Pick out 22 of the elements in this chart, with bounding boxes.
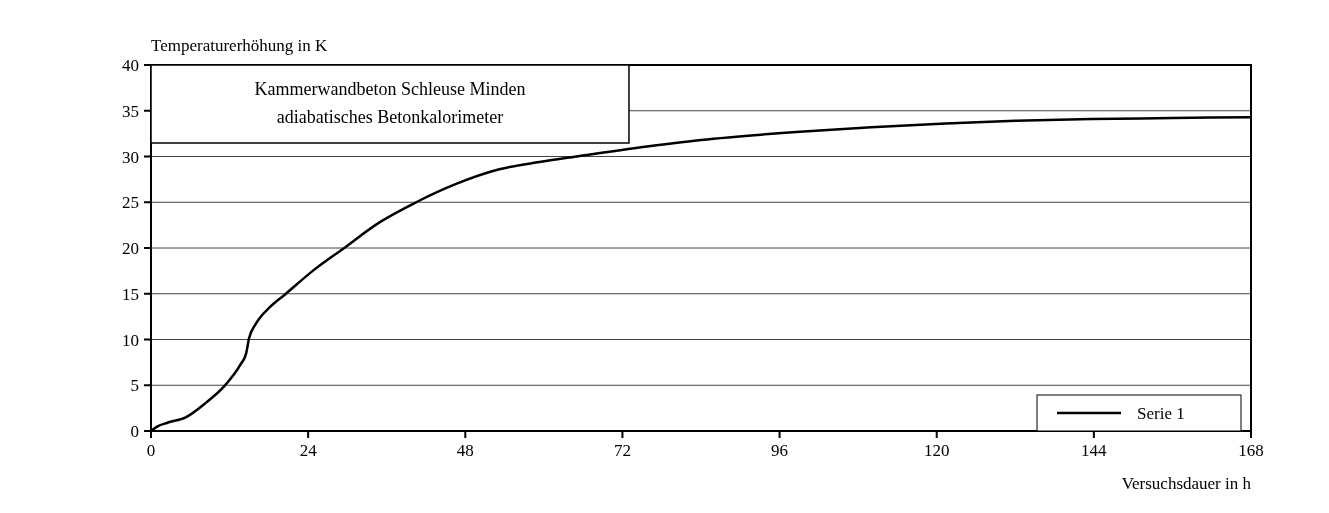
x-tick-label: 168 — [1238, 441, 1264, 460]
x-tick-label: 24 — [299, 441, 318, 460]
text: Kammerwandbeton Schleuse Minden — [254, 79, 526, 99]
x-tick-label: 96 — [771, 441, 789, 460]
x-axis-title: Versuchsdauer in h — [1121, 474, 1252, 493]
y-tick-label: 15 — [122, 284, 139, 304]
y-axis-title: Temperaturerhöhung in K — [151, 36, 329, 55]
text: adiabatisches Betonkalorimeter — [276, 107, 504, 127]
y-tick-label: 30 — [122, 147, 139, 167]
x-tick-label: 0 — [146, 441, 156, 460]
x-tick-label: 120 — [923, 441, 950, 460]
x-tick-label: 144 — [1081, 441, 1108, 460]
y-tick-label: 20 — [122, 239, 139, 258]
y-tick-label: 10 — [122, 330, 139, 350]
y-tick-label: 35 — [122, 101, 139, 121]
x-tick-label: 48 — [456, 441, 474, 460]
legend-label: Serie 1 — [1137, 404, 1185, 423]
y-tick-label: 0 — [130, 422, 139, 441]
x-tick-label: 72 — [613, 441, 631, 460]
y-tick-label: 5 — [130, 376, 139, 396]
y-tick-label: 25 — [122, 193, 139, 213]
y-tick-label: 40 — [122, 56, 139, 75]
